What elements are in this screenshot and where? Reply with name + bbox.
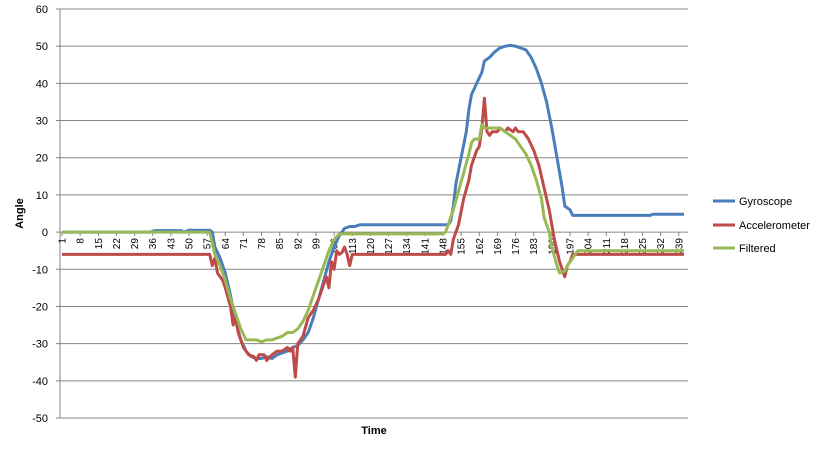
x-tick-label: 148: [438, 238, 449, 255]
x-tick-label: 239: [674, 238, 685, 255]
x-tick-label: 22: [112, 238, 123, 250]
y-tick-label: 60: [36, 4, 48, 16]
legend-label-accelerometer: Accelerometer: [739, 220, 810, 232]
x-tick-label: 29: [130, 238, 141, 250]
x-tick-label: 211: [602, 238, 613, 254]
x-tick-label: 15: [94, 238, 105, 250]
x-tick-label: 134: [402, 238, 413, 255]
x-tick-label: 43: [166, 238, 177, 250]
x-tick-label: 8: [76, 238, 87, 244]
x-tick-label: 225: [638, 238, 649, 255]
y-tick-label: 30: [36, 116, 48, 128]
x-axis-title: Time: [361, 425, 386, 437]
x-tick-label: 141: [420, 238, 431, 255]
x-tick-label: 176: [511, 238, 522, 255]
x-tick-label: 57: [203, 238, 214, 250]
grid-lines: [56, 8, 688, 419]
x-tick-label: 99: [311, 238, 322, 250]
series-lines: [62, 43, 684, 379]
y-tick-label: 40: [36, 78, 48, 90]
x-tick-label: 127: [384, 238, 395, 255]
x-tick-label: 183: [529, 238, 540, 255]
x-tick-label: 64: [221, 238, 232, 250]
y-tick-label: 50: [36, 41, 48, 53]
legend-label-gyroscope: Gyroscope: [739, 196, 792, 208]
series-line-accelerometer: [62, 96, 684, 379]
x-tick-label: 204: [584, 238, 595, 255]
y-tick-label: 0: [42, 227, 48, 239]
x-tick-label: 36: [148, 238, 159, 250]
legend: Gyroscope Accelerometer Filtered: [713, 196, 810, 255]
y-tick-label: 10: [36, 190, 48, 202]
x-tick-label: 162: [475, 238, 486, 255]
x-tick-labels: 1 8 15 22 29 36 43 50 57 64 71 78 85 92 99 106 113 120 127…: [58, 232, 685, 255]
y-tick-label: -30: [32, 339, 48, 351]
y-tick-label: -40: [32, 376, 48, 388]
y-tick-labels: 60 50 40 30 20 10 0 -10 -20 -30 -40 -50: [32, 4, 48, 425]
y-tick-label: -50: [32, 413, 48, 425]
x-tick-label: 50: [184, 238, 195, 250]
legend-label-filtered: Filtered: [739, 243, 776, 255]
y-tick-label: -10: [32, 264, 48, 276]
x-tick-label: 218: [620, 238, 631, 255]
series-line-gyroscope: [62, 43, 684, 360]
x-tick-label: 155: [457, 238, 468, 255]
x-tick-label: 197: [565, 238, 576, 255]
x-tick-label: 232: [656, 238, 667, 255]
x-tick-label: 120: [366, 238, 377, 255]
axes: [59, 9, 688, 418]
y-tick-label: -20: [32, 301, 48, 313]
x-tick-label: 78: [257, 238, 268, 250]
series-line-filtered: [62, 122, 684, 344]
x-tick-label: 113: [348, 238, 359, 254]
y-tick-label: 20: [36, 153, 48, 165]
x-tick-label: 71: [239, 238, 250, 250]
x-tick-label: 92: [293, 238, 304, 250]
x-tick-label: 85: [275, 238, 286, 250]
x-tick-label: 1: [58, 238, 69, 244]
y-axis-title: Angle: [14, 198, 26, 229]
x-tick-label: 169: [493, 238, 504, 255]
